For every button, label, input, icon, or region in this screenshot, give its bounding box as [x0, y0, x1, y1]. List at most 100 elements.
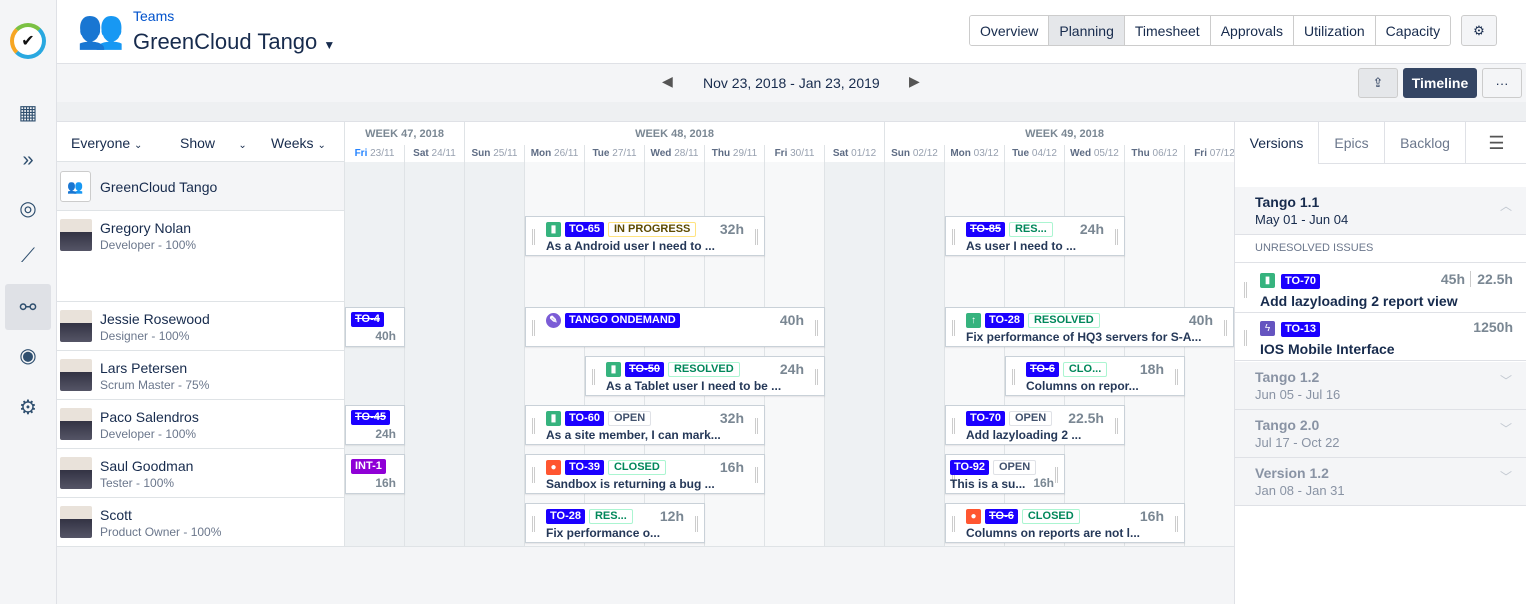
- task-card[interactable]: TO-4 40h: [345, 307, 405, 347]
- version-tango-1-1[interactable]: Tango 1.1 May 01 - Jun 04 ︿: [1235, 187, 1526, 235]
- tab-epics[interactable]: Epics: [1319, 122, 1385, 164]
- task-card[interactable]: ↑ TO-28 RESOLVED 40h Fix performance of HQ3 …: [945, 307, 1234, 347]
- drag-handle-right[interactable]: [815, 320, 818, 336]
- tab-capacity[interactable]: Capacity: [1375, 16, 1451, 45]
- drag-handle-right[interactable]: [815, 369, 818, 385]
- show-filter[interactable]: Show ⌄: [180, 135, 247, 151]
- calendar-icon[interactable]: ▦: [18, 101, 38, 124]
- day-date: 24/11: [431, 148, 456, 159]
- chevron-up-icon: ︿: [1499, 199, 1512, 213]
- hours: 16h: [1033, 476, 1054, 490]
- task-card[interactable]: TO-28 RES... 12h Fix performance o...: [525, 503, 705, 543]
- prev-arrow-icon[interactable]: ◀: [662, 73, 673, 89]
- drag-handle-left[interactable]: [532, 418, 535, 434]
- drag-handle-left[interactable]: [952, 516, 955, 532]
- task-card[interactable]: TO-70 OPEN 22.5h Add lazyloading 2 ...: [945, 405, 1125, 445]
- forward-icon[interactable]: »: [22, 148, 34, 171]
- list-view-icon[interactable]: ☰: [1466, 122, 1526, 164]
- structure-icon[interactable]: ⚯: [5, 284, 51, 330]
- drag-handle-right[interactable]: [1224, 320, 1227, 336]
- issue-key: TO-39: [565, 460, 604, 475]
- task-card[interactable]: ▮ TO-60 OPEN 32h As a site member, I can mar…: [525, 405, 765, 445]
- version-item[interactable]: Tango 1.2 Jun 05 - Jul 16 ﹀: [1235, 362, 1526, 410]
- team-title: GreenCloud Tango: [133, 29, 318, 54]
- task-card[interactable]: TO-92 OPEN 16h This is a su...: [945, 454, 1065, 494]
- drag-handle-left[interactable]: [952, 467, 955, 483]
- share-button[interactable]: ⇪: [1358, 68, 1398, 98]
- day-header: Sat 24/11: [405, 145, 465, 162]
- logo-icon[interactable]: ✔: [5, 18, 51, 64]
- hours: 24h: [1079, 221, 1104, 237]
- drag-handle-right[interactable]: [695, 516, 698, 532]
- tab-utilization[interactable]: Utilization: [1293, 16, 1376, 45]
- breadcrumb-teams[interactable]: Teams: [133, 8, 175, 24]
- version-dates: Jan 08 - Jan 31: [1255, 483, 1345, 498]
- issue-key: TO-28: [546, 509, 585, 524]
- more-button[interactable]: ···: [1482, 68, 1522, 98]
- drag-handle[interactable]: [1244, 330, 1247, 346]
- person-name[interactable]: Lars Petersen: [100, 360, 188, 376]
- bug-icon: ●: [966, 509, 981, 524]
- drag-handle-right[interactable]: [1115, 418, 1118, 434]
- person-name[interactable]: Saul Goodman: [100, 458, 194, 474]
- day-header: Sat 01/12: [825, 145, 885, 162]
- drag-handle-right[interactable]: [1115, 229, 1118, 245]
- chart-icon[interactable]: ⟋: [21, 244, 35, 267]
- person-name[interactable]: Jessie Rosewood: [100, 311, 210, 327]
- drag-handle[interactable]: [1244, 282, 1247, 298]
- drag-handle-right[interactable]: [1175, 369, 1178, 385]
- everyone-filter[interactable]: Everyone ⌄: [71, 135, 142, 151]
- status-badge: RES...: [1008, 222, 1053, 237]
- task-card[interactable]: ● TO-39 CLOSED 16h Sandbox is returning a bu…: [525, 454, 765, 494]
- settings-button[interactable]: ⚙: [1461, 15, 1497, 46]
- avatar: [60, 359, 92, 391]
- tab-versions[interactable]: Versions: [1235, 122, 1319, 164]
- drag-handle-left[interactable]: [1012, 369, 1015, 385]
- task-card[interactable]: ▮ TO-65 IN PROGRESS 32h As a Android user I …: [525, 216, 765, 256]
- drag-handle-left[interactable]: [592, 369, 595, 385]
- tab-timesheet[interactable]: Timesheet: [1124, 16, 1211, 45]
- tab-planning[interactable]: Planning: [1049, 16, 1125, 45]
- side-issue[interactable]: ▮ TO-70 45h 22.5h Add lazyloading 2 report v…: [1235, 265, 1526, 313]
- side-issue[interactable]: ϟ TO-13 1250h IOS Mobile Interface: [1235, 313, 1526, 361]
- drag-handle-right[interactable]: [1175, 516, 1178, 532]
- drag-handle-left[interactable]: [952, 229, 955, 245]
- user-icon[interactable]: ◉: [19, 344, 37, 367]
- tab-backlog[interactable]: Backlog: [1385, 122, 1466, 164]
- weeks-filter[interactable]: Weeks ⌄: [271, 135, 326, 151]
- task-card[interactable]: ✎ TANGO ONDEMAND 40h: [525, 307, 825, 347]
- task-card[interactable]: ● TO-6 CLOSED 16h Columns on reports are not…: [945, 503, 1185, 543]
- status-badge: RES...: [588, 509, 633, 524]
- person-name[interactable]: Scott: [100, 507, 132, 523]
- tab-overview[interactable]: Overview: [970, 16, 1050, 45]
- drag-handle-left[interactable]: [532, 467, 535, 483]
- version-item[interactable]: Tango 2.0 Jul 17 - Oct 22 ﹀: [1235, 410, 1526, 458]
- timeline-button[interactable]: Timeline: [1403, 68, 1477, 98]
- everyone-label: Everyone: [71, 135, 131, 151]
- person-name[interactable]: Gregory Nolan: [100, 220, 192, 236]
- drag-handle-left[interactable]: [532, 320, 535, 336]
- card-title: As user I need to ...: [966, 239, 1077, 253]
- drag-handle-right[interactable]: [755, 418, 758, 434]
- next-arrow-icon[interactable]: ▶: [909, 73, 920, 89]
- person-name[interactable]: Paco Salendros: [100, 409, 199, 425]
- drag-handle-left[interactable]: [952, 320, 955, 336]
- drag-handle-right[interactable]: [755, 229, 758, 245]
- task-card[interactable]: ▮ TO-50 RESOLVED 24h As a Tablet user I need…: [585, 356, 825, 396]
- drag-handle-left[interactable]: [532, 516, 535, 532]
- drag-handle-right[interactable]: [755, 467, 758, 483]
- chevron-down-icon: ﹀: [1499, 470, 1512, 484]
- dashboard-icon[interactable]: ◎: [19, 197, 37, 220]
- task-card[interactable]: TO-45 24h: [345, 405, 405, 445]
- drag-handle-right[interactable]: [1055, 467, 1058, 483]
- version-item[interactable]: Version 1.2 Jan 08 - Jan 31 ﹀: [1235, 458, 1526, 506]
- gear-icon[interactable]: ⚙: [19, 396, 37, 419]
- task-card[interactable]: INT-1 16h: [345, 454, 405, 494]
- weeks-label: Weeks: [271, 135, 314, 151]
- task-card[interactable]: TO-6 CLO... 18h Columns on repor...: [1005, 356, 1185, 396]
- tab-approvals[interactable]: Approvals: [1210, 16, 1294, 45]
- page-title[interactable]: GreenCloud Tango ▼: [133, 29, 335, 55]
- drag-handle-left[interactable]: [952, 418, 955, 434]
- task-card[interactable]: TO-85 RES... 24h As user I need to ...: [945, 216, 1125, 256]
- drag-handle-left[interactable]: [532, 229, 535, 245]
